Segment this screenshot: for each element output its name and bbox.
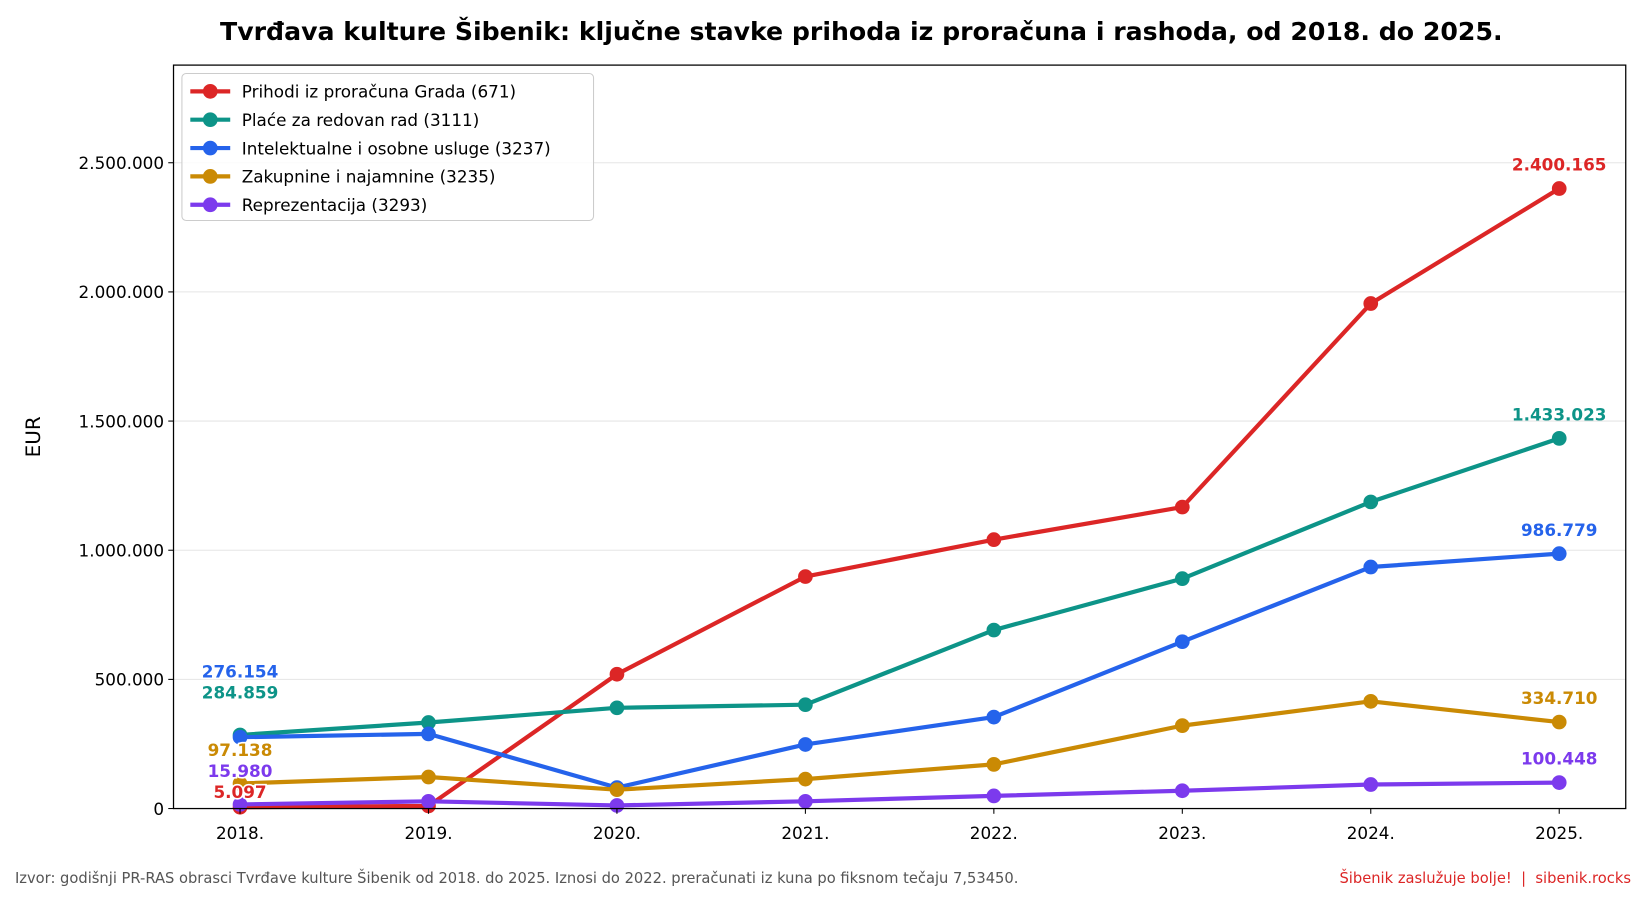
legend-item: Prihodi iz proračuna Grada (671): [190, 82, 516, 102]
data-point: [1174, 718, 1190, 733]
data-point: [1174, 499, 1190, 515]
data-label-last: 986.779: [1521, 520, 1598, 540]
data-point: [1363, 777, 1379, 792]
series-line: [239, 699, 1560, 792]
x-tick-label: 2022.: [970, 823, 1018, 843]
data-point: [1551, 181, 1567, 196]
data-point: [1174, 571, 1190, 586]
data-label-last: 2.400.165: [1512, 155, 1607, 175]
data-point: [421, 769, 436, 785]
data-point: [798, 569, 813, 584]
data-label-first: 15.980: [208, 761, 273, 781]
x-axis: 2018. 2019. 2020. 2021. 2022. 2023. 2024. 2025.: [216, 808, 1583, 843]
x-tick-label: 2023.: [1158, 823, 1206, 843]
data-point: [609, 666, 625, 682]
data-point: [798, 771, 813, 787]
data-point: [986, 757, 1002, 772]
data-point: [421, 793, 436, 809]
legend-marker: [202, 140, 218, 156]
x-tick-label: 2020.: [593, 823, 641, 843]
legend-item: Zakupnine i najamnine (3235): [190, 167, 495, 187]
data-point: [232, 729, 248, 745]
x-tick-label: 2024.: [1347, 823, 1395, 843]
series-line: [240, 780, 1560, 808]
data-label-first: 97.138: [208, 740, 273, 760]
data-point: [1551, 546, 1567, 561]
y-tick-label: 500.000: [95, 670, 164, 690]
y-tick-label: 2.500.000: [79, 153, 165, 173]
data-point: [986, 788, 1002, 804]
data-labels: 5.097 2.400.165 284.859 1.433.023 276.154 986…: [200, 155, 1607, 804]
y-tick-label: 1.500.000: [79, 411, 165, 431]
data-point: [1363, 693, 1379, 709]
legend-item: Intelektualne i osobne usluge (3237): [190, 138, 551, 158]
data-point: [986, 622, 1002, 638]
data-point: [1174, 634, 1190, 650]
data-point: [798, 697, 813, 713]
y-tick-label: 2.000.000: [79, 282, 165, 302]
legend-label: Zakupnine i najamnine (3235): [242, 167, 496, 187]
y-axis-label: EUR: [21, 416, 45, 457]
data-point: [609, 782, 625, 798]
legend-label: Plaće za redovan rad (3111): [242, 110, 480, 130]
legend-marker: [202, 84, 218, 99]
data-point: [421, 715, 436, 730]
data-point: [1551, 714, 1567, 730]
data-point: [986, 709, 1002, 725]
y-tick-label: 1.000.000: [79, 541, 165, 561]
footer-source: Izvor: godišnji PR-RAS obrasci Tvrđave k…: [15, 869, 1018, 887]
chart-title: Tvrđava kulture Šibenik: ključne stavke …: [220, 16, 1503, 46]
legend-label: Prihodi iz proračuna Grada (671): [242, 82, 516, 102]
x-tick-label: 2021.: [781, 823, 829, 843]
data-label-first: 276.154: [202, 661, 279, 681]
data-point: [609, 700, 625, 716]
y-axis: 0 500.000 1.000.000 1.500.000 2.000.000 2.500…: [79, 153, 174, 819]
series-line: [239, 436, 1560, 738]
data-point: [986, 532, 1002, 547]
series-line: [240, 551, 1560, 790]
data-label-first: 284.859: [202, 682, 279, 702]
data-point: [1363, 559, 1379, 575]
legend-marker: [202, 169, 218, 184]
data-point: [1551, 431, 1567, 446]
series-lines: [232, 181, 1567, 815]
x-tick-label: 2025.: [1535, 823, 1583, 843]
data-point: [798, 737, 813, 752]
data-point: [798, 793, 813, 809]
data-point: [421, 726, 436, 742]
legend-marker: [202, 197, 218, 213]
gridlines: [173, 162, 1626, 680]
legend-label: Intelektualne i osobne usluge (3237): [242, 138, 551, 158]
legend-item: Plaće za redovan rad (3111): [190, 110, 479, 130]
data-label-first: 5.097: [213, 782, 266, 802]
data-label-last: 334.710: [1521, 688, 1598, 708]
data-point: [1174, 783, 1190, 799]
legend-item: Reprezentacija (3293): [190, 195, 427, 215]
data-point: [1551, 775, 1567, 790]
legend-box: [181, 72, 595, 222]
data-label-last: 1.433.023: [1512, 405, 1607, 425]
x-tick-label: 2018.: [216, 823, 264, 843]
y-tick-label: 0: [153, 799, 164, 819]
legend-marker: [202, 112, 218, 128]
data-point: [1363, 296, 1379, 311]
data-label-last: 100.448: [1521, 749, 1598, 769]
series-line: [240, 186, 1561, 810]
legend: Prihodi iz proračuna Grada (671) Plaće za…: [181, 72, 595, 222]
legend-label: Reprezentacija (3293): [242, 195, 428, 215]
plot-frame: [172, 64, 1627, 810]
data-point: [232, 776, 248, 791]
x-tick-label: 2019.: [404, 823, 452, 843]
footer-credit: Šibenik zaslužuje bolje! | sibenik.rocks: [1339, 869, 1631, 887]
data-point: [1363, 494, 1379, 510]
